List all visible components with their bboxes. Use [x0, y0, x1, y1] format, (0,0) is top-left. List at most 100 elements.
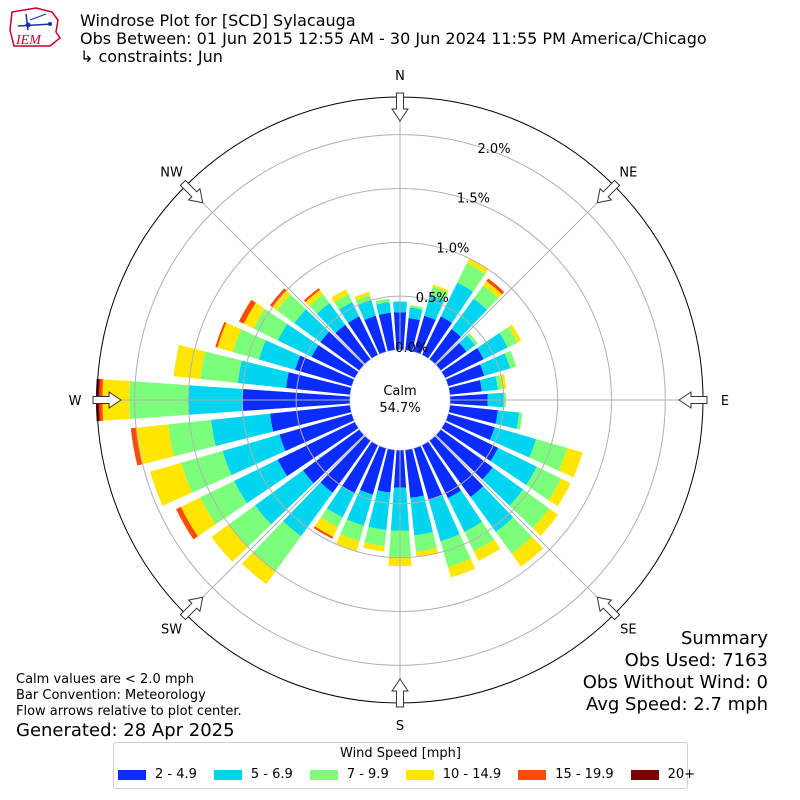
windrose-bar-30-0 [421, 316, 453, 359]
windrose-bar-50-0 [435, 342, 467, 371]
windrose-bar-40-4 [486, 278, 505, 295]
windrose-bar-300-3 [243, 302, 265, 329]
direction-arrow-w-icon [92, 391, 122, 409]
windrose-bar-210-0 [341, 441, 379, 494]
direction-arrow-ne-icon [596, 179, 621, 204]
windrose-bar-130-2 [509, 489, 550, 529]
direction-label-nw: NW [160, 166, 183, 181]
windrose-bar-210-1 [326, 486, 355, 518]
radial-tick-label: 1.0% [436, 241, 469, 256]
windrose-bar-250-0 [279, 413, 355, 451]
calm-value: 54.7% [379, 401, 420, 416]
windrose-bar-30-1 [440, 282, 474, 323]
windrose-bar-20-0 [413, 315, 436, 355]
legend-item: 10 - 14.9 [405, 767, 502, 782]
windrose-bar-320-3 [305, 289, 324, 306]
windrose-bar-210-3 [314, 517, 338, 537]
legend-item: 20+ [630, 767, 695, 782]
windrose-bar-320-4 [303, 288, 320, 303]
windrose-bar-340-2 [355, 295, 372, 306]
windrose-bar-240-3 [180, 497, 216, 537]
windrose-bar-240-1 [234, 459, 288, 504]
windrose-bar-210-2 [320, 508, 343, 528]
grid-spoke [435, 435, 615, 615]
windrose-bar-220-3 [241, 552, 276, 585]
windrose-bar-240-2 [200, 480, 247, 525]
logo-text: IEM [15, 33, 42, 48]
direction-arrow-s-icon [391, 678, 409, 708]
windrose-bar-260-0 [269, 405, 352, 432]
windrose-bar-320-1 [316, 302, 346, 334]
windrose-bar-40-2 [473, 285, 499, 310]
windrose-bar-350-2 [375, 298, 390, 305]
calm-circle [350, 350, 450, 450]
windrose-bar-10-0 [405, 318, 420, 352]
windrose-bar-250-1 [222, 434, 286, 476]
legend-items: 2 - 4.9 5 - 6.9 7 - 9.9 10 - 14.9 15 - 19.9 2… [118, 767, 712, 782]
grid-spoke [435, 185, 615, 365]
chart-constraints: ↳ constraints: Jun [80, 47, 223, 66]
windrose-bar-260-1 [211, 413, 274, 446]
windrose-bar-340-0 [364, 315, 387, 355]
legend-swatch [518, 769, 547, 780]
windrose-bar-310-2 [276, 294, 306, 324]
radial-tick-labels: 0.0% 0.5% 1.0% 1.5% 2.0% [395, 142, 510, 356]
legend-item: 7 - 9.9 [309, 767, 389, 782]
windrose-bar-260-4 [130, 427, 143, 466]
windrose-bar-280-0 [286, 372, 352, 395]
windrose-bar-230-0 [302, 429, 365, 484]
windrose-bar-170-3 [415, 547, 439, 557]
windrose-bar-190-1 [368, 490, 391, 531]
windrose-bar-190-0 [377, 448, 395, 493]
windrose-bar-300-0 [311, 344, 359, 379]
windrose-bar-10-2 [409, 305, 424, 310]
radial-tick-label: 0.0% [395, 341, 428, 356]
windrose-bar-120-0 [441, 421, 499, 462]
windrose-bar-320-2 [309, 294, 330, 314]
radial-tick-label: 0.5% [416, 291, 449, 306]
windrose-bar-100-1 [495, 410, 520, 430]
windrose-bar-320-0 [335, 324, 371, 365]
grid-spoke [185, 435, 365, 615]
windrose-bar-110-3 [558, 447, 583, 478]
windrose-bar-280-2 [200, 351, 242, 383]
windrose-bar-290-0 [295, 355, 355, 387]
windrose-bar-110-0 [445, 413, 495, 441]
windrose-bar-350-1 [376, 302, 391, 315]
windrose-bar-100-2 [516, 412, 523, 430]
windrose-bar-280-3 [173, 344, 206, 380]
windrose-bar-80-1 [479, 376, 498, 392]
windrose-bar-150-3 [473, 539, 501, 562]
windrose-bar-190-2 [364, 526, 387, 547]
windrose-bar-50-1 [459, 335, 476, 352]
windrose-bar-200-1 [346, 489, 373, 526]
windrose-bar-160-3 [447, 558, 476, 578]
windrose-bar-220-2 [253, 521, 301, 572]
windrose-bar-150-1 [447, 490, 483, 533]
legend-item: 15 - 19.9 [518, 767, 614, 782]
direction-arrow-sw-icon [179, 596, 204, 621]
windrose-bar-70-2 [504, 350, 517, 369]
windrose-bar-20-3 [432, 284, 449, 293]
windrose-bar-30-2 [457, 263, 486, 292]
windrose-bar-280-1 [237, 360, 289, 389]
windrose-bar-340-3 [354, 291, 370, 301]
generated-date: Generated: 28 Apr 2025 [16, 720, 235, 741]
summary-avg-speed: Avg Speed: 2.7 mph [586, 694, 768, 715]
legend-label: 7 - 9.9 [346, 767, 389, 782]
windrose-bar-140-1 [470, 486, 514, 532]
windrose-bar-40-0 [429, 329, 461, 365]
windrose-bar-140-3 [511, 536, 544, 567]
windrose-bar-100-0 [448, 405, 498, 424]
windrose-bar-120-3 [548, 478, 571, 507]
windrose-bar-250-3 [150, 462, 193, 506]
windrose-bar-50-2 [466, 333, 478, 346]
calm-label: Calm [383, 384, 416, 399]
windrose-bar-230-1 [255, 470, 314, 525]
windrose-bar-240-4 [176, 506, 198, 540]
windrose-bar-40-1 [451, 298, 488, 337]
windrose-bar-140-2 [495, 517, 532, 554]
direction-label-s: S [396, 719, 404, 734]
windrose-bar-80-2 [495, 375, 503, 390]
legend-label: 10 - 14.9 [442, 767, 502, 782]
